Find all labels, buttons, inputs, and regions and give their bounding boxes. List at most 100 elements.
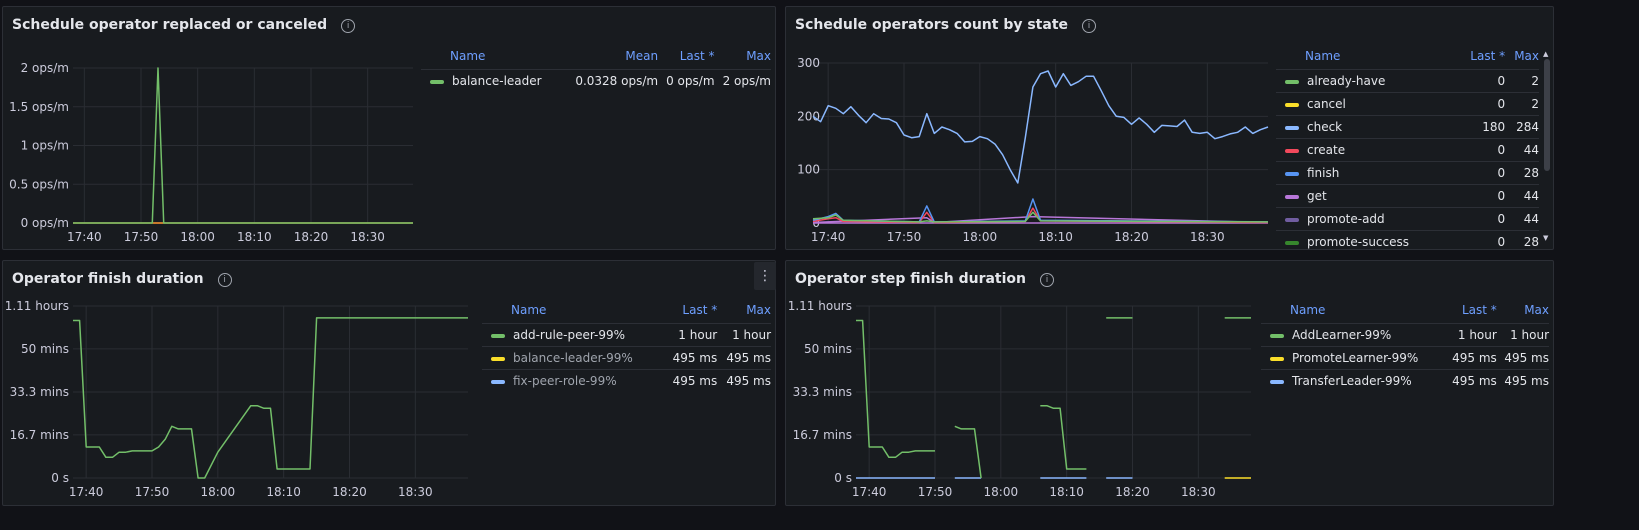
series-segment-AddLearner [1040,404,1087,470]
legend-row[interactable]: add-rule-peer-99% 1 hour 1 hour [482,323,771,347]
y-tick-label: 0 s [51,471,69,485]
legend-header-mean[interactable]: Mean [625,48,659,63]
x-tick-label: 17:50 [918,485,953,499]
panel-schedule-replaced: Schedule operator replaced or canceled i … [2,6,776,250]
x-tick-label: 18:10 [1049,485,1084,499]
info-icon[interactable]: i [1082,19,1097,33]
legend-row[interactable]: fix-peer-role-99% 495 ms 495 ms [482,369,771,392]
series-swatch [430,79,444,84]
legend-row[interactable]: AddLearner-99% 1 hour 1 hour [1261,323,1549,347]
panel-title[interactable]: Operator finish duration i [12,271,232,287]
series-swatch [1270,379,1284,384]
info-icon[interactable]: i [217,273,232,287]
x-tick-label: 18:10 [266,485,301,499]
scroll-up-icon[interactable]: ▲ [1543,50,1549,58]
y-tick-label: 50 mins [804,342,852,356]
legend-row[interactable]: balance-leader-99% 495 ms 495 ms [482,346,771,370]
scroll-down-icon[interactable]: ▼ [1543,234,1549,242]
y-tick-label: 300 [797,56,820,70]
panel-title[interactable]: Operator step finish duration i [795,271,1055,287]
legend-header-name[interactable]: Name [450,48,486,63]
y-tick-label: 100 [797,163,820,177]
info-icon[interactable]: i [1040,273,1055,287]
series-swatch [1285,240,1299,245]
series-swatch [1285,148,1299,153]
series-line-create [812,207,1269,224]
legend-header-name[interactable]: Name [511,302,547,317]
y-tick-label: 0 s [834,471,852,485]
series-swatch [1285,102,1299,107]
legend: Name Mean Last * Max balance-leader 0.0328 o… [421,47,771,92]
legend-row[interactable]: promote-add 0 44 [1276,207,1539,231]
legend-row[interactable]: cancel 0 2 [1276,92,1539,116]
x-tick-label: 17:40 [67,230,102,244]
legend-row[interactable]: promote-success 0 28 [1276,230,1539,253]
legend-header-last[interactable]: Last * [682,302,718,317]
series-swatch [1270,356,1284,361]
x-tick-label: 17:40 [69,485,104,499]
legend-scrollbar[interactable] [1544,59,1550,171]
panel-menu-icon[interactable]: ⋮ [754,262,776,290]
series-swatch [491,333,505,338]
info-icon[interactable]: i [341,19,356,33]
panel-operators-count: Schedule operators count by state i 300 20… [785,6,1555,253]
x-tick-label: 17:50 [135,485,170,499]
x-tick-label: 18:00 [201,485,236,499]
series-swatch [1285,194,1299,199]
series-swatch [491,356,505,361]
series-swatch [1285,217,1299,222]
series-line-add-rule-peer [73,317,468,479]
legend-header-max[interactable]: Max [1524,302,1549,317]
y-tick-label: 50 mins [21,342,69,356]
series-line-check [812,70,1269,184]
legend-header-name[interactable]: Name [1290,302,1326,317]
legend-row[interactable]: PromoteLearner-99% 495 ms 495 ms [1261,346,1549,370]
legend-header-max[interactable]: Max [746,302,771,317]
x-tick-label: 18:30 [350,230,385,244]
x-tick-label: 18:20 [332,485,367,499]
x-tick-label: 18:20 [294,230,329,244]
legend-row[interactable]: already-have 0 2 [1276,69,1539,93]
panel-title[interactable]: Schedule operators count by state i [795,17,1097,33]
legend-header-last[interactable]: Last * [1462,302,1497,317]
x-tick-label: 18:00 [984,485,1019,499]
panel-operator-step-finish-duration: Operator step finish duration i 1.11 hour… [785,260,1554,506]
legend-header-last[interactable]: Last * [679,48,715,63]
x-tick-label: 17:40 [811,230,846,244]
y-tick-label: 0 ops/m [21,216,69,230]
series-swatch [491,379,505,384]
legend-row[interactable]: create 0 44 [1276,138,1539,162]
legend: Name Last * Max already-have 0 2 cancel 0 2 chec… [1276,47,1539,253]
legend-row[interactable]: get 0 44 [1276,184,1539,208]
axes: 2 ops/m1.5 ops/m1 ops/m0.5 ops/m0 ops/m1… [9,61,413,244]
x-tick-label: 18:30 [398,485,433,499]
y-tick-label: 33.3 mins [793,385,852,399]
legend-header-max[interactable]: Max [1514,48,1539,63]
x-tick-label: 17:40 [852,485,887,499]
y-tick-label: 1.5 ops/m [9,100,69,114]
legend-header-name[interactable]: Name [1305,48,1341,63]
legend-row[interactable]: finish 0 28 [1276,161,1539,185]
legend-row[interactable]: check 180 284 [1276,115,1539,139]
y-tick-label: 1 ops/m [21,139,69,153]
x-tick-label: 17:50 [124,230,159,244]
panel-title[interactable]: Schedule operator replaced or canceled i [12,17,356,33]
series-line-already-have [812,211,1269,223]
x-tick-label: 18:20 [1114,230,1149,244]
legend-row[interactable]: balance-leader 0.0328 ops/m 0 ops/m 2 ops/m [421,69,771,92]
chart-p1[interactable]: 2 ops/m1.5 ops/m1 ops/m0.5 ops/m0 ops/m1… [3,7,777,251]
series-segment-AddLearner [856,319,935,459]
x-tick-label: 18:00 [963,230,998,244]
legend-header-max[interactable]: Max [746,48,771,63]
legend-header-last[interactable]: Last * [1470,48,1506,63]
legend-row[interactable]: TransferLeader-99% 495 ms 495 ms [1261,369,1549,392]
y-tick-label: 16.7 mins [793,428,852,442]
x-tick-label: 18:00 [180,230,215,244]
series-swatch [1285,171,1299,176]
